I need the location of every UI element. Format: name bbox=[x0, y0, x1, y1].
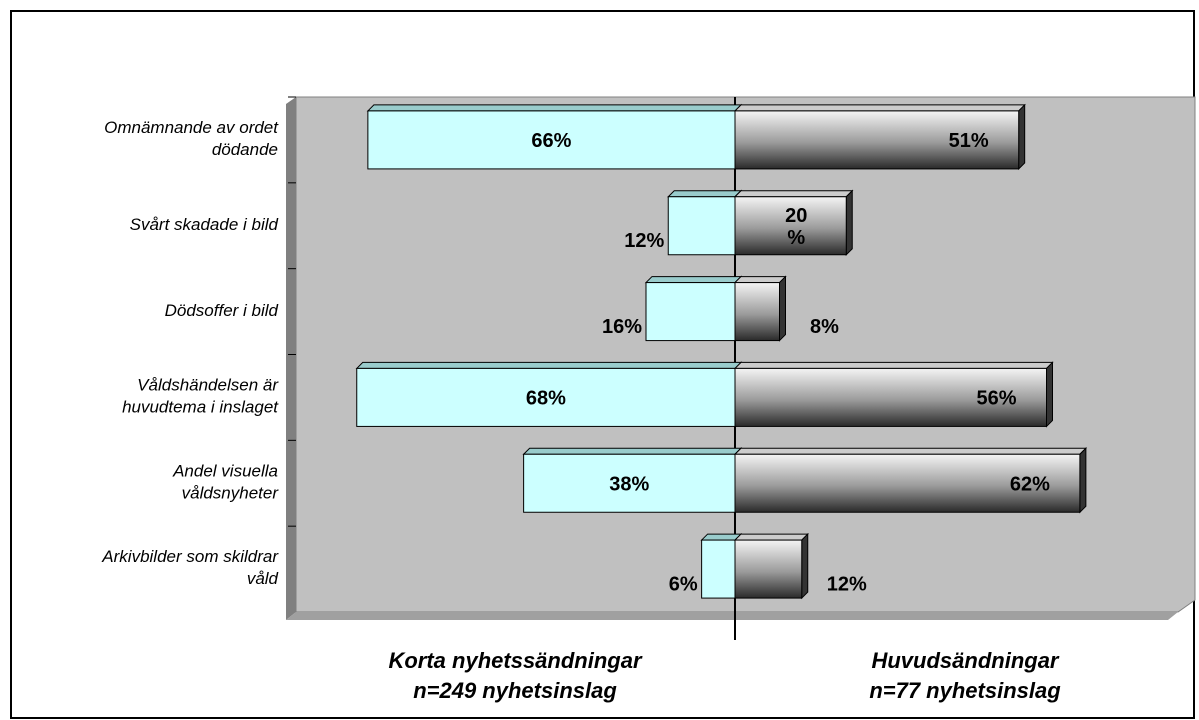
value-label: 62% bbox=[1010, 474, 1050, 496]
bar bbox=[733, 103, 1026, 171]
bar-face bbox=[734, 539, 803, 599]
value-label: 12% bbox=[624, 230, 664, 252]
bar bbox=[733, 189, 854, 256]
bar-face bbox=[734, 453, 1081, 513]
category-label: Våldshändelsen är huvudtema i inslaget bbox=[122, 376, 279, 417]
bar-face bbox=[701, 539, 736, 599]
bar-top bbox=[733, 447, 1088, 455]
value-label: 38% bbox=[609, 474, 649, 496]
bar-face bbox=[734, 367, 1047, 427]
category-label: Andel visuella våldsnyheter bbox=[172, 462, 279, 503]
bar-face bbox=[356, 367, 736, 427]
bar-top bbox=[667, 190, 743, 198]
category-label: Svårt skadade i bild bbox=[130, 215, 279, 234]
value-label: 6% bbox=[669, 573, 698, 595]
bar-top bbox=[733, 190, 854, 198]
bar-top bbox=[733, 276, 787, 284]
value-label: 56% bbox=[976, 388, 1016, 410]
bar bbox=[733, 275, 787, 342]
value-label: 68% bbox=[526, 388, 566, 410]
category-label: Arkivbilder som skildrar våld bbox=[101, 548, 279, 589]
bar bbox=[644, 275, 743, 342]
bar-face bbox=[523, 453, 736, 513]
plot-floor bbox=[286, 612, 1178, 620]
bar-side bbox=[1079, 447, 1087, 514]
value-label: 51% bbox=[949, 130, 989, 152]
bar-side bbox=[1018, 103, 1026, 171]
bar bbox=[667, 189, 743, 256]
value-label: 20% bbox=[785, 205, 807, 249]
value-label: 16% bbox=[602, 316, 642, 338]
value-label: 12% bbox=[827, 573, 867, 595]
bar-face bbox=[734, 196, 847, 256]
bar-top bbox=[644, 276, 743, 284]
bar-face bbox=[645, 282, 736, 342]
bar-top bbox=[522, 447, 743, 455]
category-label: Omnämnande av ordet dödande bbox=[104, 118, 279, 159]
bar bbox=[733, 532, 809, 600]
bar-face bbox=[667, 196, 736, 256]
bar-top bbox=[733, 533, 809, 541]
plot-side bbox=[286, 97, 296, 620]
bar bbox=[733, 361, 1054, 428]
bar-side bbox=[779, 275, 786, 342]
bar-side bbox=[1046, 361, 1053, 428]
category-label: Dödsoffer i bild bbox=[165, 301, 279, 320]
bar-top bbox=[733, 361, 1054, 369]
value-label: 8% bbox=[810, 316, 839, 338]
legend-label: Huvudsändningar n=77 nyhetsinslag bbox=[869, 648, 1061, 703]
bar-face bbox=[734, 110, 1020, 170]
bar-top bbox=[366, 104, 743, 112]
bar-top bbox=[733, 104, 1026, 112]
bar-face bbox=[734, 282, 780, 342]
value-label: 66% bbox=[531, 130, 571, 152]
bar bbox=[733, 447, 1088, 514]
bar-side bbox=[801, 532, 809, 600]
bar-top bbox=[700, 533, 743, 541]
bar-side bbox=[845, 189, 853, 256]
bar-top bbox=[355, 361, 743, 369]
legend-label: Korta nyhetssändningar n=249 nyhetsinslag bbox=[388, 648, 642, 703]
bar-face bbox=[367, 110, 736, 170]
